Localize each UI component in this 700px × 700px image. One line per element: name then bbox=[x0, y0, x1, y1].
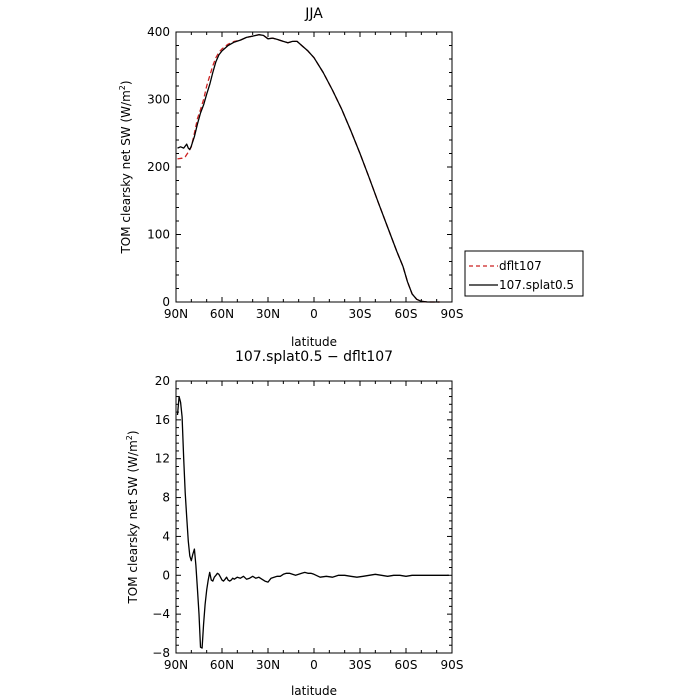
legend-label-splat: 107.splat0.5 bbox=[499, 278, 574, 292]
top-axis-ticks: 90N 60N 30N 0 30S 60S 90S 0 100 200 300 400 bbox=[147, 25, 463, 321]
bottom-x-tick-label: 30S bbox=[349, 658, 372, 672]
bottom-y-tick-label: 12 bbox=[155, 452, 170, 466]
bottom-y-tick-label: −4 bbox=[152, 607, 170, 621]
top-plot-frame bbox=[175, 31, 453, 303]
top-series-group bbox=[177, 34, 440, 303]
bottom-series-group bbox=[176, 395, 449, 649]
top-y-tick-label: 300 bbox=[147, 93, 170, 107]
top-y-axis-label: TOM clearsky net SW (W/m2) bbox=[118, 80, 133, 254]
bottom-y-tick-label: 4 bbox=[162, 529, 170, 543]
top-series-line-dflt107 bbox=[177, 34, 440, 303]
bottom-chart: 107.splat0.5 − dflt107 90N 60N 30N 0 30S 60S 9… bbox=[125, 349, 463, 698]
bottom-series-line-0 bbox=[176, 395, 449, 649]
legend-box bbox=[464, 250, 584, 297]
bottom-x-tick-label: 60N bbox=[210, 658, 234, 672]
legend: dflt107 107.splat0.5 bbox=[464, 250, 584, 297]
legend-label-dflt107: dflt107 bbox=[499, 259, 542, 273]
top-x-tick-label: 60N bbox=[210, 307, 234, 321]
top-chart-title: JJA bbox=[304, 6, 323, 22]
bottom-x-axis-label: latitude bbox=[291, 684, 337, 698]
top-x-tick-label: 60S bbox=[395, 307, 418, 321]
bottom-y-tick-label: 20 bbox=[155, 374, 170, 388]
top-x-axis-label: latitude bbox=[291, 335, 337, 349]
top-x-tick-label: 90N bbox=[164, 307, 188, 321]
top-x-tick-label: 30N bbox=[256, 307, 280, 321]
top-y-tick-label: 200 bbox=[147, 160, 170, 174]
bottom-chart-title: 107.splat0.5 − dflt107 bbox=[235, 349, 393, 365]
top-y-tick-label: 400 bbox=[147, 25, 170, 39]
top-chart: JJA 90N 60N 30N 0 30S 60S 90S 0 100 200 300 400 lat… bbox=[118, 6, 584, 349]
bottom-x-tick-label: 0 bbox=[310, 658, 318, 672]
top-y-tick-label: 100 bbox=[147, 228, 170, 242]
bottom-x-tick-label: 90N bbox=[164, 658, 188, 672]
bottom-y-tick-label: 16 bbox=[155, 413, 170, 427]
bottom-x-tick-label: 90S bbox=[441, 658, 464, 672]
bottom-y-tick-label: 8 bbox=[162, 491, 170, 505]
bottom-y-tick-label: −8 bbox=[152, 646, 170, 660]
top-series-line-107.splat0.5 bbox=[177, 34, 440, 303]
top-y-tick-label: 0 bbox=[162, 295, 170, 309]
bottom-y-axis-label: TOM clearsky net SW (W/m2) bbox=[125, 430, 140, 604]
top-x-tick-label: 30S bbox=[349, 307, 372, 321]
bottom-plot-frame bbox=[175, 380, 453, 654]
top-x-tick-label: 0 bbox=[310, 307, 318, 321]
top-x-tick-label: 90S bbox=[441, 307, 464, 321]
bottom-x-tick-label: 30N bbox=[256, 658, 280, 672]
bottom-x-tick-label: 60S bbox=[395, 658, 418, 672]
bottom-axis-ticks: 90N 60N 30N 0 30S 60S 90S −8 −4 0 4 8 12 16 20 bbox=[152, 374, 463, 672]
bottom-y-tick-label: 0 bbox=[162, 568, 170, 582]
